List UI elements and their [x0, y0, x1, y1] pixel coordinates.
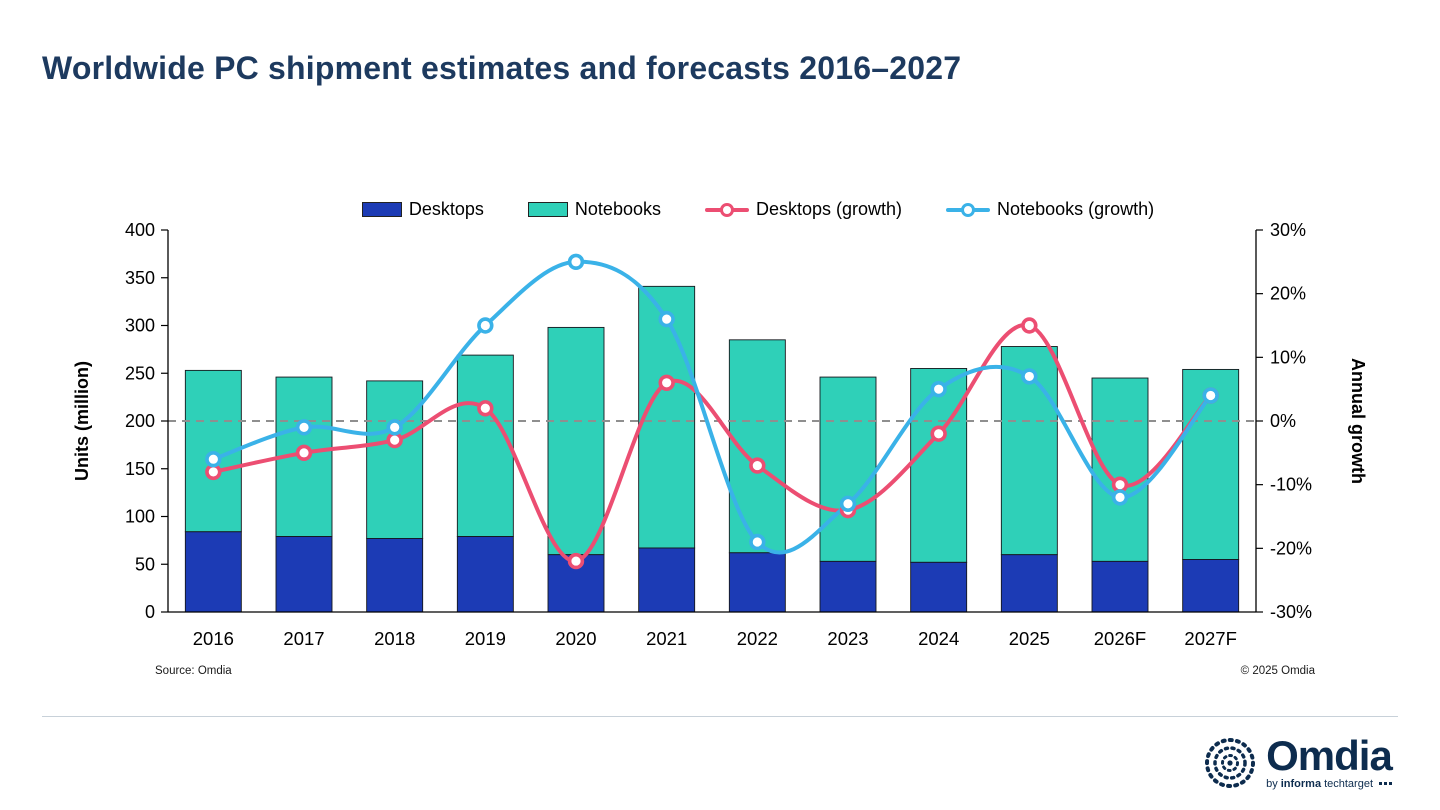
bar-desktops [456, 536, 514, 613]
x-axis-labels: 2016 2017 2018 2019 2020 2021 2022 2023 2024 2025… [193, 628, 1237, 649]
techtarget-dots-icon [1379, 782, 1392, 786]
omdia-logo: Omdia by informa techtarget [1203, 732, 1393, 790]
bar-notebooks [456, 354, 514, 538]
legend-item-notebooks: Notebooks [527, 199, 661, 220]
x-tick-label: 2016 [193, 628, 234, 649]
left-tick-label: 200 [125, 411, 155, 431]
right-tick-label: 10% [1270, 347, 1306, 367]
left-tick-label: 0 [145, 602, 155, 622]
chart-canvas: 400 350 300 250 200 150 100 50 0 30% 20% 10% 0% -10% -… [72, 220, 1368, 649]
legend-swatch-desktops [361, 202, 402, 217]
growth-line-desktops [211, 323, 1213, 564]
copyright-text: © 2025 Omdia [1240, 665, 1315, 677]
left-tick-label: 300 [125, 316, 155, 336]
x-tick-label: 2019 [465, 628, 506, 649]
bars-group [184, 285, 1240, 613]
chart-legend: Desktops Notebooks Desktops (growth) Not… [213, 199, 1303, 220]
bar-notebooks [910, 368, 968, 563]
bar-desktops [638, 547, 696, 613]
bar-notebooks [819, 376, 877, 562]
left-tick-label: 100 [125, 507, 155, 527]
omdia-wordmark: Omdia [1266, 732, 1393, 780]
bar-desktops [819, 560, 877, 613]
x-tick-label: 2024 [918, 628, 959, 649]
bar-desktops [1182, 559, 1240, 613]
x-tick-label: 2023 [827, 628, 868, 649]
x-tick-label: 2017 [283, 628, 324, 649]
legend-item-notebooks-growth: Notebooks (growth) [946, 199, 1154, 220]
left-tick-label: 150 [125, 459, 155, 479]
legend-label-notebooks-growth: Notebooks (growth) [997, 199, 1155, 219]
legend-item-desktops-growth: Desktops (growth) [704, 199, 903, 220]
right-tick-label: 20% [1270, 284, 1306, 304]
legend-item-desktops: Desktops [361, 199, 484, 220]
legend-line-notebooks-growth [946, 202, 991, 218]
legend-swatch-notebooks [527, 202, 568, 217]
legend-line-desktops-growth [704, 202, 749, 218]
bar-notebooks [366, 380, 424, 539]
bar-desktops [366, 538, 424, 613]
bar-desktops [184, 531, 242, 613]
bar-notebooks [1091, 377, 1149, 562]
left-tick-label: 400 [125, 220, 155, 240]
omdia-logo-icon [1205, 738, 1256, 788]
x-tick-label: 2026F [1094, 628, 1146, 649]
bar-desktops [275, 536, 333, 613]
right-tick-label: -30% [1270, 602, 1312, 622]
bar-notebooks [547, 326, 605, 556]
growth-markers-notebooks [205, 253, 1219, 551]
left-tick-label: 250 [125, 363, 155, 383]
legend-label-notebooks: Notebooks [574, 199, 661, 219]
bar-desktops [728, 552, 786, 613]
left-tick-label: 350 [125, 268, 155, 288]
growth-markers-desktops [205, 317, 1219, 570]
left-tick-label: 50 [135, 554, 155, 574]
right-axis-ticks: 30% 20% 10% 0% -10% -20% -30% [1256, 220, 1312, 622]
right-axis-title: Annual growth [1348, 358, 1368, 484]
x-tick-label: 2020 [555, 628, 596, 649]
right-tick-label: 30% [1270, 220, 1306, 240]
x-tick-label: 2021 [646, 628, 687, 649]
legend-label-desktops-growth: Desktops (growth) [755, 199, 903, 219]
left-axis-title: Units (million) [72, 361, 92, 481]
right-tick-label: -10% [1270, 475, 1312, 495]
x-tick-label: 2025 [1009, 628, 1050, 649]
bar-desktops [1000, 554, 1058, 613]
growth-line-notebooks [211, 259, 1213, 555]
source-text: Source: Omdia [155, 665, 232, 677]
left-axis-ticks: 400 350 300 250 200 150 100 50 0 [125, 220, 168, 622]
x-tick-label: 2027F [1184, 628, 1236, 649]
right-tick-label: 0% [1270, 411, 1296, 431]
logo-tagline: by informa techtarget [1266, 778, 1392, 790]
bar-desktops [1091, 560, 1149, 613]
right-tick-label: -20% [1270, 538, 1312, 558]
page-title: Worldwide PC shipment estimates and fore… [42, 50, 962, 86]
legend-label-desktops: Desktops [408, 199, 484, 219]
x-tick-label: 2018 [374, 628, 415, 649]
bar-desktops [910, 561, 968, 613]
footer-divider [42, 716, 1398, 717]
x-tick-label: 2022 [737, 628, 778, 649]
